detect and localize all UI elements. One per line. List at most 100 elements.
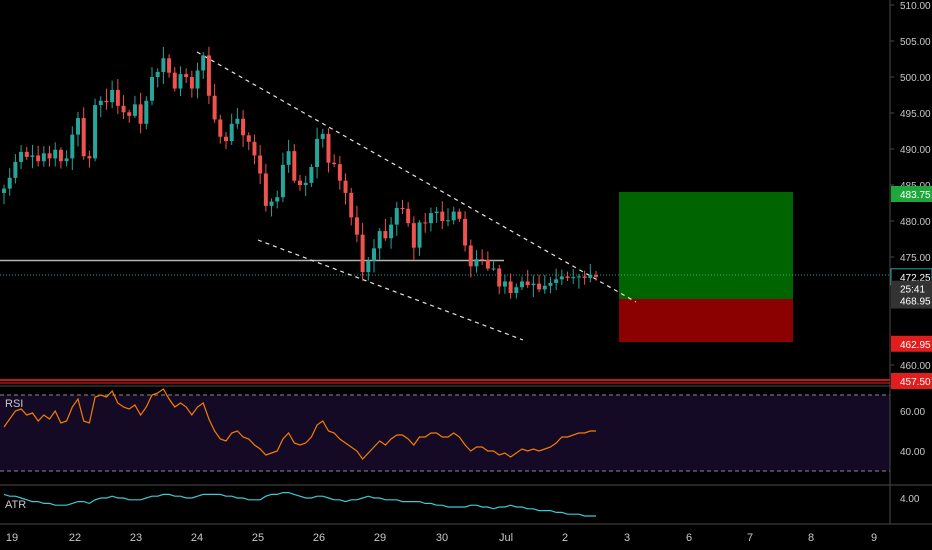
candle-body: [366, 260, 371, 273]
candle-body: [491, 268, 496, 270]
price-tick-label: 500.00: [900, 73, 931, 84]
candle-body: [440, 211, 445, 221]
candle-body: [383, 231, 388, 239]
candle-body: [588, 275, 593, 278]
candle-body: [258, 155, 263, 174]
candle-body: [423, 222, 428, 224]
stop-price-tag-box: [891, 335, 932, 352]
time-axis[interactable]: 19 22 23 24 25 26 29 30 Jul 2 3 6 7 8 9: [6, 532, 877, 544]
candle-body: [70, 134, 75, 159]
candle-body: [303, 182, 308, 185]
time-label: 29: [374, 532, 386, 544]
entry-price-tag: 468.95: [900, 297, 931, 308]
candle-body: [354, 217, 359, 235]
candle-body: [184, 74, 189, 77]
candle-body: [229, 123, 234, 142]
candle-body: [201, 55, 206, 71]
candle-body: [241, 118, 246, 136]
candle-body: [104, 100, 109, 103]
candle-body: [548, 282, 553, 286]
atr-tick-label: 4.00: [900, 494, 920, 505]
candle-body: [36, 155, 41, 162]
candle-body: [434, 211, 439, 214]
candle-body: [292, 151, 297, 181]
candle-body: [144, 100, 149, 124]
candle-body: [212, 95, 217, 120]
candle-body: [417, 222, 422, 248]
candle-body: [13, 161, 18, 178]
candle-body: [150, 77, 154, 101]
candle-body: [218, 119, 223, 137]
candle-body: [565, 276, 570, 278]
time-label: 22: [69, 532, 81, 544]
time-label: 25: [252, 532, 264, 544]
candle-body: [195, 70, 200, 89]
candle-body: [110, 89, 115, 103]
candle-body: [542, 285, 547, 290]
entry-price-tag-box: [891, 292, 932, 309]
candle-body: [252, 141, 257, 156]
candle-body: [87, 156, 92, 159]
candle-body: [275, 197, 280, 202]
candle-body: [537, 283, 542, 290]
candle-body: [93, 105, 98, 159]
candle-body: [372, 248, 376, 261]
time-label: 6: [686, 532, 692, 544]
candle-body: [224, 136, 228, 142]
candle-body: [167, 58, 172, 73]
candle-body: [320, 133, 325, 139]
stop-zone[interactable]: [619, 299, 793, 342]
rsi-axis: 60.00 40.00: [900, 407, 925, 458]
candle-body: [269, 201, 274, 206]
candle-body: [53, 149, 58, 159]
atr-label: ATR: [5, 499, 26, 511]
rsi-label: RSI: [5, 398, 23, 410]
candle-body: [172, 72, 177, 89]
candle-body: [474, 259, 479, 267]
candle-body: [76, 118, 80, 135]
target-zone[interactable]: [619, 192, 793, 299]
time-label: 9: [871, 532, 877, 544]
candle-body: [132, 104, 137, 116]
candle-body: [298, 180, 302, 185]
price-tick-label: 475.00: [900, 253, 931, 264]
countdown-tag: 25:41: [900, 285, 925, 296]
candle-body: [514, 287, 519, 293]
stop-price-tag: 462.95: [900, 340, 931, 351]
candle-body: [206, 55, 211, 96]
time-label: 30: [436, 532, 448, 544]
price-tick-label: 460.00: [900, 361, 931, 372]
candle-body: [406, 208, 411, 224]
candle-body: [280, 164, 285, 198]
candle-body: [337, 164, 342, 181]
candle-body: [309, 167, 314, 183]
candle-body: [24, 151, 29, 157]
candle-body: [19, 151, 24, 162]
candle-body: [98, 100, 103, 106]
time-label: 23: [130, 532, 142, 544]
candle-body: [411, 223, 416, 248]
candle-body: [446, 220, 450, 222]
candle-body: [554, 279, 559, 283]
red-level-tag-box: [891, 373, 932, 389]
candle-body: [576, 276, 581, 278]
red-level-tag: 457.50: [900, 377, 931, 388]
candle-body: [377, 231, 382, 249]
candle-body: [525, 281, 530, 286]
target-price-tag-box: [891, 186, 932, 202]
time-label: 2: [562, 532, 568, 544]
candle-body: [594, 275, 598, 277]
rsi-tick-label: 40.00: [900, 447, 925, 458]
candle-body: [161, 58, 166, 72]
candle-body: [41, 153, 46, 162]
last-price-tag: 472.25: [900, 273, 931, 284]
candle-body: [332, 162, 337, 165]
time-label: 7: [747, 532, 753, 544]
candle-body: [115, 89, 120, 106]
candle-body: [178, 74, 183, 89]
candle-body: [502, 281, 507, 287]
candle-body: [30, 155, 35, 157]
candle-body: [326, 133, 331, 163]
candle-body: [189, 77, 194, 89]
